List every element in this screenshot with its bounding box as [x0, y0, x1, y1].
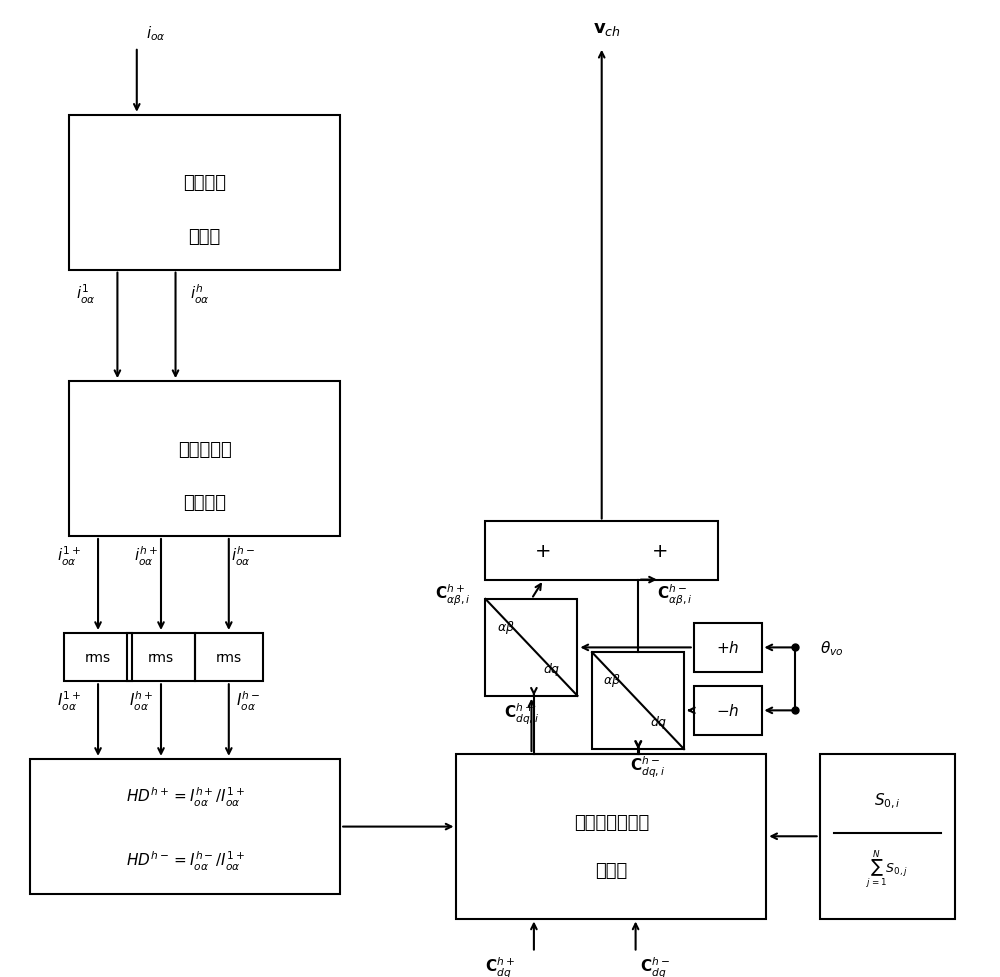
Text: $dq$: $dq$	[650, 714, 667, 731]
Text: +: +	[535, 541, 552, 561]
Text: 正序和负序: 正序和负序	[178, 441, 231, 458]
Bar	[30, 759, 340, 895]
Text: $i_{o\alpha}$: $i_{o\alpha}$	[146, 24, 166, 43]
Text: $\mathbf{C}_{\alpha\beta,i}^{h-}$: $\mathbf{C}_{\alpha\beta,i}^{h-}$	[657, 582, 693, 607]
Text: $i_{o\alpha}^{h+}$: $i_{o\alpha}^{h+}$	[134, 544, 158, 568]
Text: $i_{o\alpha}^{h}$: $i_{o\alpha}^{h}$	[190, 283, 210, 306]
Bar	[69, 115, 340, 271]
Bar	[820, 754, 955, 918]
Text: $\theta_{vo}$: $\theta_{vo}$	[820, 638, 843, 658]
Text: $S_{0,i}$: $S_{0,i}$	[874, 790, 901, 810]
Text: $\mathbf{v}_{ch}$: $\mathbf{v}_{ch}$	[593, 20, 621, 37]
Text: 波提取: 波提取	[188, 228, 221, 245]
Text: 基波和谐: 基波和谐	[183, 174, 226, 192]
Bar	[694, 623, 762, 672]
Text: $HD^{h+} = I_{o\alpha}^{h+}/I_{o\alpha}^{1+}$: $HD^{h+} = I_{o\alpha}^{h+}/I_{o\alpha}^…	[126, 786, 245, 809]
Bar	[485, 522, 718, 580]
Text: $\mathbf{C}_{dq,i}^{h+}$: $\mathbf{C}_{dq,i}^{h+}$	[504, 701, 539, 726]
Text: $HD^{h-} = I_{o\alpha}^{h-}/I_{o\alpha}^{1+}$: $HD^{h-} = I_{o\alpha}^{h-}/I_{o\alpha}^…	[126, 849, 245, 872]
Text: rms: rms	[85, 651, 111, 664]
Text: $dq$: $dq$	[543, 660, 560, 677]
Text: 分量提取: 分量提取	[183, 493, 226, 512]
Text: $i_{o\alpha}^{1+}$: $i_{o\alpha}^{1+}$	[57, 544, 81, 568]
Text: $I_{o\alpha}^{1+}$: $I_{o\alpha}^{1+}$	[57, 690, 81, 712]
Text: $i_{o\alpha}^{1}$: $i_{o\alpha}^{1}$	[76, 283, 95, 306]
Text: +: +	[652, 541, 668, 561]
Text: $I_{o\alpha}^{h-}$: $I_{o\alpha}^{h-}$	[236, 690, 260, 712]
Bar	[195, 633, 263, 682]
Bar	[694, 687, 762, 735]
Text: $i_{o\alpha}^{h-}$: $i_{o\alpha}^{h-}$	[231, 544, 255, 568]
Bar	[64, 633, 132, 682]
Text: $+h$: $+h$	[716, 640, 739, 656]
Text: rms: rms	[148, 651, 174, 664]
Bar	[456, 754, 766, 918]
Bar	[69, 382, 340, 536]
Text: $\alpha\beta$: $\alpha\beta$	[497, 618, 515, 635]
Text: $I_{o\alpha}^{h+}$: $I_{o\alpha}^{h+}$	[129, 690, 154, 712]
Text: rms: rms	[216, 651, 242, 664]
Text: $\mathbf{C}_{dq}^{h+}$: $\mathbf{C}_{dq}^{h+}$	[485, 955, 515, 977]
Text: $\mathbf{C}_{\alpha\beta,i}^{h+}$: $\mathbf{C}_{\alpha\beta,i}^{h+}$	[435, 582, 471, 607]
Text: $\sum_{j=1}^{N} S_{0,j}$: $\sum_{j=1}^{N} S_{0,j}$	[866, 848, 908, 890]
Text: 本地补偿参考向: 本地补偿参考向	[574, 813, 649, 830]
Text: $-h$: $-h$	[716, 702, 739, 719]
Text: $\alpha\beta$: $\alpha\beta$	[603, 671, 621, 688]
Bar	[485, 599, 577, 697]
Bar	[127, 633, 195, 682]
Text: $\mathbf{C}_{dq}^{h-}$: $\mathbf{C}_{dq}^{h-}$	[640, 955, 670, 977]
Text: 量转换: 量转换	[595, 862, 628, 879]
Text: $\mathbf{C}_{dq,i}^{h-}$: $\mathbf{C}_{dq,i}^{h-}$	[630, 754, 665, 780]
Bar	[592, 653, 684, 749]
